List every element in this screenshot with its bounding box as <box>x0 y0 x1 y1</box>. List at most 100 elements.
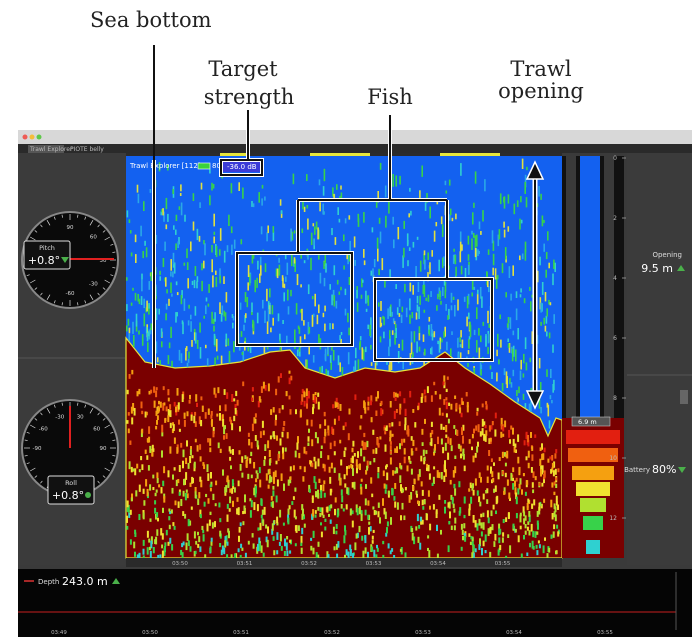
echo-speckle <box>175 214 178 221</box>
echo-speckle <box>381 409 384 415</box>
echo-speckle <box>365 484 367 489</box>
time-label: 03:53 <box>366 561 382 567</box>
echo-speckle <box>423 250 426 256</box>
echo-speckle <box>412 285 414 295</box>
echo-speckle <box>161 450 163 458</box>
echo-speckle <box>426 467 428 472</box>
echo-speckle <box>554 468 557 475</box>
echo-speckle <box>523 518 526 525</box>
echo-speckle <box>172 522 175 527</box>
echo-speckle <box>447 502 450 508</box>
echo-speckle <box>128 512 131 518</box>
gauge-tick <box>40 480 43 484</box>
echo-speckle <box>242 350 245 362</box>
echo-speckle <box>175 406 177 413</box>
echo-speckle <box>367 396 370 401</box>
echo-speckle <box>501 263 504 274</box>
echo-speckle <box>126 525 129 530</box>
echo-speckle <box>136 391 139 397</box>
echo-speckle <box>341 495 344 503</box>
echo-speckle <box>241 547 244 551</box>
echo-speckle <box>389 336 391 347</box>
tab[interactable] <box>28 145 64 153</box>
echo-speckle <box>555 477 558 481</box>
echo-speckle <box>314 510 317 514</box>
gauge-tick <box>53 404 56 408</box>
echo-speckle <box>247 473 250 480</box>
echo-speckle <box>492 240 495 251</box>
echo-speckle <box>261 198 263 206</box>
echo-speckle <box>180 295 183 305</box>
echo-speckle <box>269 288 271 298</box>
echo-speckle <box>527 462 530 469</box>
echo-speckle <box>477 441 479 447</box>
scroll-handle[interactable] <box>680 390 688 404</box>
echo-speckle <box>339 196 341 200</box>
up-icon <box>677 265 685 271</box>
echo-speckle <box>491 230 494 244</box>
echo-speckle <box>176 404 179 412</box>
echo-speckle <box>311 296 314 300</box>
echo-speckle <box>396 393 399 398</box>
gauge-tick <box>84 300 87 304</box>
echo-speckle <box>261 509 264 515</box>
echo-speckle <box>161 533 164 540</box>
echo-speckle <box>468 503 471 511</box>
echo-speckle <box>344 447 347 451</box>
echo-speckle <box>505 517 508 522</box>
gauge-tick <box>26 462 30 465</box>
echo-speckle <box>265 473 268 481</box>
maximize-button[interactable] <box>36 134 42 140</box>
echo-speckle <box>234 404 237 410</box>
echo-speckle <box>392 174 394 187</box>
echo-speckle <box>338 415 340 421</box>
echo-speckle <box>172 189 174 194</box>
echo-speckle <box>358 506 361 515</box>
echo-speckle <box>205 305 207 315</box>
echo-speckle <box>154 500 157 505</box>
echo-speckle <box>515 291 518 298</box>
echo-speckle <box>332 404 335 409</box>
close-button[interactable] <box>22 134 28 140</box>
echo-speckle <box>529 542 531 548</box>
echo-speckle <box>180 353 183 363</box>
echo-speckle <box>485 401 488 405</box>
echo-speckle <box>235 390 238 397</box>
echo-speckle <box>344 530 347 536</box>
echo-speckle <box>148 304 150 315</box>
echo-speckle <box>377 502 380 508</box>
echo-speckle <box>293 230 296 234</box>
echo-speckle <box>416 513 419 522</box>
echo-speckle <box>218 502 221 508</box>
echo-speckle <box>457 353 459 362</box>
echo-speckle <box>294 516 297 520</box>
echo-speckle <box>333 440 336 447</box>
tab-label[interactable]: PIOTE belly <box>70 146 104 153</box>
echo-speckle <box>429 523 432 531</box>
echo-speckle <box>321 507 324 516</box>
echo-speckle <box>460 265 463 275</box>
echo-speckle <box>180 499 183 507</box>
echo-speckle <box>508 429 511 438</box>
echo-speckle <box>476 523 479 531</box>
echo-speckle <box>370 417 373 423</box>
echo-speckle <box>428 550 431 559</box>
minimize-button[interactable] <box>29 134 35 140</box>
gauge-tick <box>46 407 51 414</box>
depth-tick-label: 8 <box>613 395 617 402</box>
echo-speckle <box>415 312 418 320</box>
echo-speckle <box>460 330 462 338</box>
echo-speckle <box>215 270 217 275</box>
echo-speckle <box>415 526 418 531</box>
annotation-label: Sea bottom <box>90 8 212 32</box>
echo-speckle <box>360 415 363 419</box>
echo-speckle <box>257 401 260 408</box>
echo-speckle <box>536 550 539 556</box>
echo-speckle <box>540 193 542 200</box>
echo-speckle <box>331 228 333 236</box>
echo-speckle <box>458 444 461 449</box>
echo-speckle <box>348 327 350 336</box>
echo-speckle <box>320 531 323 538</box>
echo-speckle <box>327 345 329 355</box>
echo-speckle <box>138 514 141 521</box>
